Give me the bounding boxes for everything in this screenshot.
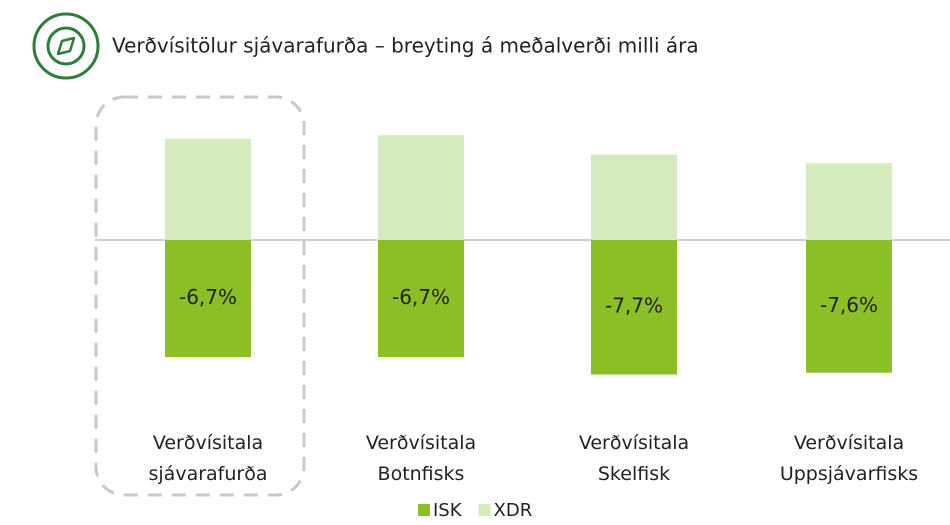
legend-swatch bbox=[478, 504, 491, 516]
bar bbox=[165, 239, 251, 357]
data-label: -7,7% bbox=[605, 294, 663, 318]
legend-swatch bbox=[418, 504, 430, 516]
highlight-frame bbox=[94, 95, 306, 497]
bar bbox=[591, 154, 677, 240]
compass-icon bbox=[32, 12, 100, 80]
bar bbox=[378, 239, 464, 357]
x-tick-label: Verðvísitala Skelfisk bbox=[578, 432, 690, 485]
bar bbox=[165, 138, 251, 240]
data-label: -7,6% bbox=[820, 293, 878, 317]
bar bbox=[591, 239, 677, 375]
x-tick-label: Verðvísitala Botnfisks bbox=[365, 432, 477, 485]
bar bbox=[806, 163, 892, 240]
x-tick-label: Verðvísitala sjávarafurða bbox=[148, 432, 268, 485]
data-label: -6,7% bbox=[179, 285, 237, 309]
chart-title: Verðvísitölur sjávarafurða – breyting á … bbox=[112, 34, 699, 58]
x-tick-label: Verðvísitala Uppsjávarfisks bbox=[779, 432, 919, 485]
data-label: -6,7% bbox=[392, 285, 450, 309]
legend-label: XDR bbox=[494, 500, 533, 521]
bar bbox=[806, 239, 892, 373]
legend-label: ISK bbox=[433, 500, 463, 521]
bar bbox=[378, 135, 464, 240]
